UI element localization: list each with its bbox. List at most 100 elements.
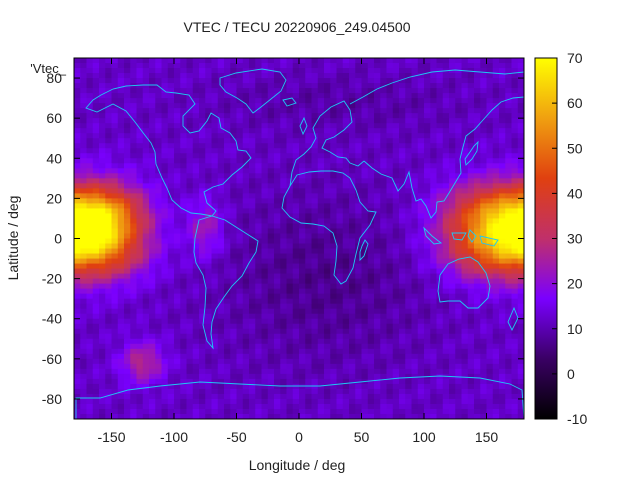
heatmap-cell	[267, 193, 275, 199]
heatmap-cell	[474, 288, 481, 295]
heatmap-cell	[267, 73, 275, 79]
heatmap-cell	[367, 368, 375, 375]
heatmap-cell	[242, 213, 250, 220]
heatmap-cell	[480, 138, 488, 144]
heatmap-cell	[405, 113, 413, 119]
heatmap-cell	[161, 188, 169, 194]
heatmap-cell	[99, 378, 106, 385]
heatmap-cell	[392, 168, 400, 174]
heatmap-cell	[417, 213, 425, 220]
heatmap-cell	[474, 298, 481, 305]
heatmap-cell	[105, 168, 113, 174]
heatmap-cell	[442, 348, 450, 355]
heatmap-cell	[330, 268, 338, 275]
heatmap-cell	[424, 303, 431, 310]
heatmap-cell	[330, 283, 338, 290]
heatmap-cell	[299, 363, 306, 370]
heatmap-cell	[505, 248, 513, 255]
heatmap-cell	[199, 248, 206, 255]
heatmap-cell	[355, 163, 363, 169]
heatmap-cell	[255, 88, 263, 94]
heatmap-cell	[311, 68, 319, 74]
heatmap-cell	[230, 78, 238, 84]
heatmap-cell	[442, 148, 450, 154]
heatmap-cell	[117, 73, 125, 79]
heatmap-cell	[361, 348, 369, 355]
heatmap-cell	[474, 58, 481, 64]
heatmap-cell	[80, 213, 88, 220]
heatmap-cell	[505, 358, 513, 365]
heatmap-cell	[492, 63, 500, 69]
heatmap-cell	[80, 108, 88, 114]
heatmap-cell	[111, 183, 119, 189]
heatmap-cell	[111, 163, 119, 169]
heatmap-cell	[455, 308, 463, 315]
heatmap-cell	[286, 358, 294, 365]
heatmap-cell	[480, 313, 488, 320]
heatmap-cell	[142, 353, 150, 360]
heatmap-cell	[236, 98, 244, 104]
heatmap-cell	[242, 228, 250, 235]
heatmap-cell	[86, 368, 94, 375]
heatmap-cell	[467, 68, 475, 74]
heatmap-cell	[517, 348, 524, 355]
heatmap-cell	[480, 218, 488, 225]
heatmap-cell	[111, 208, 119, 215]
heatmap-cell	[117, 138, 125, 144]
heatmap-cell	[336, 133, 344, 139]
heatmap-cell	[461, 333, 469, 340]
heatmap-cell	[430, 368, 438, 375]
heatmap-cell	[230, 313, 238, 320]
heatmap-cell	[355, 258, 363, 265]
heatmap-cell	[111, 278, 119, 285]
heatmap-cell	[161, 193, 169, 199]
heatmap-cell	[224, 373, 231, 380]
heatmap-cell	[136, 123, 144, 129]
heatmap-cell	[292, 363, 300, 370]
heatmap-cell	[86, 353, 94, 360]
heatmap-cell	[261, 208, 269, 215]
heatmap-cell	[324, 323, 331, 330]
heatmap-cell	[199, 93, 206, 99]
heatmap-cell	[205, 328, 213, 335]
heatmap-cell	[499, 138, 506, 144]
heatmap-cell	[124, 218, 131, 225]
heatmap-cell	[142, 258, 150, 265]
heatmap-cell	[99, 323, 106, 330]
heatmap-cell	[405, 188, 413, 194]
heatmap-cell	[286, 253, 294, 260]
heatmap-cell	[511, 78, 519, 84]
heatmap-cell	[155, 58, 163, 64]
heatmap-cell	[367, 93, 375, 99]
heatmap-cell	[105, 143, 113, 149]
heatmap-cell	[505, 288, 513, 295]
heatmap-cell	[149, 218, 156, 225]
heatmap-cell	[424, 88, 431, 94]
heatmap-cell	[236, 278, 244, 285]
heatmap-cell	[261, 193, 269, 199]
heatmap-cell	[386, 238, 394, 245]
heatmap-cell	[192, 83, 200, 89]
heatmap-cell	[274, 138, 281, 144]
heatmap-cell	[405, 343, 413, 350]
heatmap-cell	[355, 183, 363, 189]
heatmap-cell	[392, 233, 400, 240]
heatmap-cell	[436, 353, 444, 360]
heatmap-cell	[255, 243, 263, 250]
heatmap-cell	[399, 203, 406, 210]
heatmap-cell	[124, 158, 131, 164]
heatmap-cell	[436, 378, 444, 385]
heatmap-cell	[330, 318, 338, 325]
heatmap-cell	[161, 218, 169, 225]
heatmap-cell	[261, 348, 269, 355]
heatmap-cell	[405, 303, 413, 310]
heatmap-cell	[217, 258, 225, 265]
heatmap-cell	[449, 303, 456, 310]
heatmap-cell	[461, 318, 469, 325]
heatmap-cell	[486, 198, 494, 204]
heatmap-cell	[186, 228, 194, 235]
heatmap-cell	[361, 58, 369, 64]
heatmap-cell	[499, 148, 506, 154]
heatmap-cell	[117, 238, 125, 245]
heatmap-cell	[480, 253, 488, 260]
